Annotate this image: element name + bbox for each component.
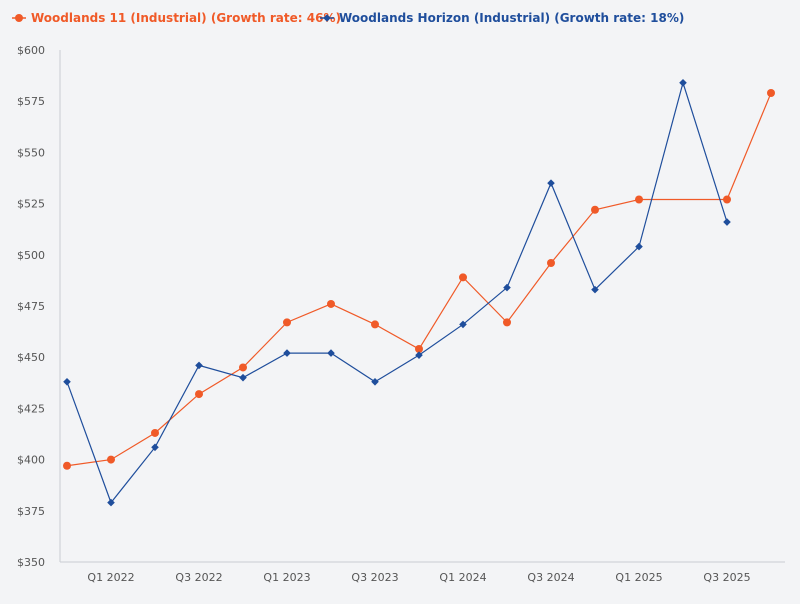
legend-marker <box>323 14 331 22</box>
data-point <box>723 218 731 226</box>
x-tick-label: Q3 2023 <box>351 571 398 584</box>
x-tick-label: Q3 2025 <box>703 571 750 584</box>
x-tick-label: Q3 2024 <box>527 571 574 584</box>
data-point <box>723 195 731 204</box>
data-point <box>547 179 555 187</box>
y-tick-label: $475 <box>17 300 45 313</box>
data-point <box>503 283 511 292</box>
data-point <box>239 373 247 382</box>
legend-item: Woodlands Horizon (Industrial) (Growth r… <box>320 11 684 25</box>
data-point <box>327 349 335 357</box>
data-point <box>635 195 643 204</box>
data-point <box>107 498 115 507</box>
series-line <box>66 80 728 504</box>
y-tick-label: $425 <box>17 402 45 415</box>
series-layer <box>63 78 775 507</box>
y-tick-label: $350 <box>17 556 45 569</box>
x-tick-label: Q1 2024 <box>439 571 486 584</box>
data-point <box>767 89 775 98</box>
y-axis: $350 $375 $400 $425 $450 $475 $500 $525 $550 $575… <box>17 44 61 569</box>
x-tick-label: Q1 2025 <box>615 571 662 584</box>
x-tick-label: Q1 2023 <box>263 571 310 584</box>
y-tick-label: $500 <box>17 249 45 262</box>
y-tick-label: $525 <box>17 198 45 211</box>
legend-marker <box>15 14 23 22</box>
data-point <box>63 461 71 470</box>
legend-label: Woodlands 11 (Industrial) (Growth rate: … <box>31 11 341 25</box>
x-axis: Q1 2022 Q3 2022 Q1 2023 Q3 2023 Q1 2024 Q3 20… <box>60 561 785 584</box>
y-tick-label: $600 <box>17 44 45 57</box>
data-point <box>239 363 247 372</box>
data-point <box>371 320 379 329</box>
data-point <box>107 455 115 464</box>
data-point <box>591 285 599 294</box>
series-2 <box>63 78 731 507</box>
data-point <box>679 78 687 87</box>
data-point <box>283 349 291 357</box>
data-point <box>459 273 467 282</box>
data-point <box>635 242 643 251</box>
y-tick-label: $550 <box>17 146 45 159</box>
x-tick-label: Q1 2022 <box>87 571 134 584</box>
data-point <box>415 351 423 359</box>
y-tick-label: $450 <box>17 351 45 364</box>
series-line <box>66 92 772 467</box>
data-point <box>371 377 379 386</box>
data-point <box>327 299 335 308</box>
data-point <box>283 318 291 327</box>
data-point <box>195 361 203 370</box>
y-tick-label: $375 <box>17 505 45 518</box>
data-point <box>503 318 511 327</box>
legend-item: Woodlands 11 (Industrial) (Growth rate: … <box>12 11 341 25</box>
data-point <box>459 320 467 329</box>
legend: Woodlands 11 (Industrial) (Growth rate: … <box>12 11 684 25</box>
data-point <box>195 390 203 399</box>
data-point <box>415 345 423 354</box>
data-point <box>151 428 159 437</box>
y-tick-label: $400 <box>17 454 45 467</box>
legend-label: Woodlands Horizon (Industrial) (Growth r… <box>339 11 684 25</box>
x-tick-label: Q3 2022 <box>175 571 222 584</box>
data-point <box>151 443 159 452</box>
data-point <box>63 377 71 386</box>
y-tick-label: $575 <box>17 95 45 108</box>
data-point <box>547 258 555 267</box>
series-1 <box>63 89 775 470</box>
data-point <box>591 205 599 214</box>
